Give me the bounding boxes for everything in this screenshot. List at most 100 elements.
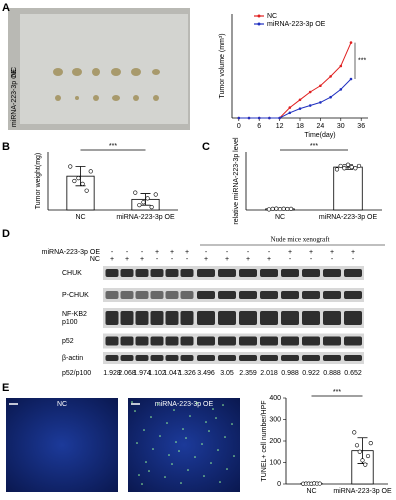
blot-band [260,336,278,346]
blot-band [302,311,320,325]
data-point [137,203,142,208]
tunel-speck [215,417,217,419]
data-point [352,430,357,435]
micrograph-nc [6,398,118,492]
lane-mark: + [125,256,129,263]
data-point [338,163,343,169]
photo-tray [20,14,188,124]
blot-band [323,291,341,299]
tunel-speck [136,442,138,444]
y-tick-label: 0 [277,481,281,488]
tunel-speck [212,408,214,410]
series-point [339,88,343,91]
blot-band [281,269,299,277]
ratio-value: 0.922 [302,370,320,377]
x-axis-label: Time(day) [304,132,335,139]
lane-mark: + [204,256,208,263]
blot-band [239,336,257,346]
blot-band [197,336,215,346]
tunel-speck [217,449,219,451]
blot-band [281,355,299,361]
blot-band [180,291,194,299]
data-point [354,443,360,448]
blot-band [180,355,194,361]
tunel-speck [152,448,154,450]
data-point [345,162,351,167]
blot-band [218,355,236,361]
lane-mark: - [156,256,159,263]
data-point [363,462,368,467]
ratio-value: 1.974 [133,370,151,377]
data-point [274,206,279,211]
lane-mark: - [352,256,355,263]
blot-band [180,336,194,346]
blot-strip [196,333,364,349]
series-point [308,104,312,107]
tunel-speck [185,437,187,439]
tunel-speck [182,428,184,430]
data-point [270,206,275,211]
blot-band [135,269,149,277]
tunel-speck [143,429,145,431]
tunel-speck [180,482,182,484]
blot-band [197,355,215,361]
tunel-speck [226,468,228,470]
data-point [133,190,138,195]
series-point [308,90,312,94]
tunel-speck [203,475,205,477]
data-point [88,169,93,174]
data-point [141,200,146,205]
panel-label: E [2,382,9,394]
tunel-speck [210,462,212,464]
lane-mark: + [351,249,355,256]
blot-title: Nude mice xenograft [270,236,329,244]
series-point [329,95,332,99]
data-point [285,206,290,212]
blot-band [150,355,164,361]
blot-band [150,311,164,325]
data-point [149,205,154,210]
series-point [278,116,281,120]
blot-band [239,355,257,361]
tunel-speck [219,481,221,483]
lane-mark: - [247,249,250,256]
lane-mark: - [141,249,144,256]
y-tick-label: 400 [269,395,281,402]
blot-band [323,355,341,361]
blot-band [135,355,149,361]
series-point [349,41,353,44]
lane-mark: - [289,256,292,263]
blot-band [260,311,278,325]
blot-band [344,311,362,325]
blot-band [150,269,164,277]
lane-mark: - [331,256,334,263]
blot-band [120,291,134,299]
y-axis-label: relative miRNA-223-3p level [233,137,240,225]
blot-band [239,291,257,299]
series-point [298,107,302,110]
y-axis-label: Tumor volume (mm³) [219,33,226,98]
ratio-value: 0.888 [323,370,341,377]
blot-band [302,336,320,346]
ratio-value: 0.988 [281,370,299,377]
data-point [281,206,286,211]
panel-label: D [2,228,10,240]
y-tick-label: 200 [269,438,281,445]
bar [333,166,363,211]
legend-label: miRNA-223-3p OE [267,21,326,28]
lane-mark: - [171,256,174,263]
data-point [349,164,354,170]
data-point [288,206,294,211]
tunel-speck [173,409,175,411]
ratio-value: 2.068 [118,370,136,377]
tunel-speck [189,415,191,417]
lane-mark: - [268,249,271,256]
annotation: *** [109,143,117,150]
series-point [288,111,292,115]
photo-row-label: NC [11,67,18,77]
y-tick-label: 300 [269,416,281,423]
tunel-speck [187,469,189,471]
x-tick-label: 0 [237,123,241,130]
blot-band [120,355,134,361]
tunel-speck [150,416,152,418]
